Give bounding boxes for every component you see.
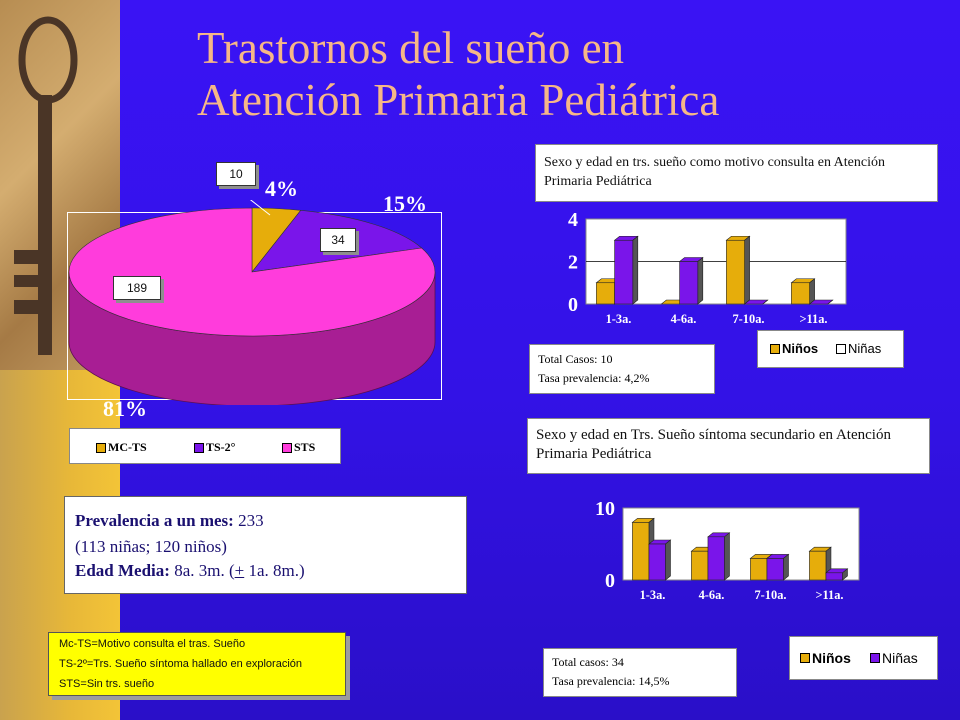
prevalence-line-3: Edad Media: 8a. 3m. (+ 1a. 8m.) [75,561,305,581]
bar-side [665,539,671,581]
legend-label: Niños [812,650,851,666]
chart1-rate: Tasa prevalencia: 4,2% [538,371,650,385]
pie-callout-ts2: 34 [320,228,356,252]
page-title: Trastornos del sueño en Atención Primari… [197,22,719,126]
chart2-legend-ninos: Niños [800,650,851,666]
mean-age-sd: 1a. 8m.) [244,561,305,580]
y-tick-label: 0 [605,570,615,592]
note-line: TS-2º=Trs. Sueño síntoma hallado en expl… [59,658,302,670]
note-line: STS=Sin trs. sueño [59,678,155,690]
bar-side [697,256,704,305]
chart2-legend: Niños Niñas [789,636,938,680]
legend-label: Niñas [848,341,882,356]
x-tick-label: 4-6a. [671,312,697,326]
bar-side [783,553,789,581]
legend-swatch [194,442,204,453]
bar-niñas [766,558,784,581]
x-tick-label: 4-6a. [699,588,725,602]
prevalence-label: Prevalencia a un mes: [75,511,234,530]
chart2-legend-ninas: Niñas [870,650,918,666]
chart1-legend: Niños Niñas [757,330,904,368]
bar-niños [750,558,768,581]
y-tick-label: 2 [568,252,578,274]
chart1-legend-ninos: Niños [770,341,818,356]
bar-side [724,532,730,581]
legend-label: STS [294,440,316,454]
x-tick-label: 1-3a. [606,312,632,326]
prevalence-value: 233 [233,511,264,530]
pie-callout-sts: 189 [113,276,161,300]
chart1-legend-ninas: Niñas [836,341,881,356]
bar-niñas [707,536,725,581]
bar-side [809,278,815,305]
x-tick-label: 7-10a. [754,588,786,602]
plus-minus: + [234,561,245,580]
title-line-2: Atención Primaria Pediátrica [197,75,720,125]
legend-item-sts: STS [282,440,315,455]
pie-slice-sts [68,207,436,337]
bar-niños [809,550,827,581]
bar-side [762,299,768,305]
legend-label: Niños [782,341,819,356]
bar-niñas [648,543,666,581]
bar-niños [726,239,745,305]
pie-leader-line [249,200,271,216]
legend-swatch [870,653,880,663]
y-tick-label: 0 [568,294,578,316]
bar-chart-1: 0 2 4 1-3a. 4-6a. 7-10a. >11a. [568,209,847,326]
legend-swatch [836,343,846,354]
chart1-total: Total Casos: 10 [538,352,613,366]
chart2-title-box: Sexo y edad en Trs. Sueño síntoma secund… [527,418,930,474]
legend-swatch [770,343,780,354]
pie-pct-sts: 81% [103,396,147,421]
x-tick-label: >11a. [815,588,843,602]
bar-side [827,299,833,305]
bar-niños [632,522,650,581]
pie-callout-mc: 10 [216,162,256,186]
chart1-title: Sexo y edad en trs. sueño como motivo co… [544,155,885,189]
bar-niños [596,282,615,305]
x-tick-label: 1-3a. [640,588,666,602]
legend-label: MC-TS [108,440,147,454]
y-tick-label: 4 [568,209,578,231]
legend-swatch [96,442,106,453]
chart1-title-box: Sexo y edad en trs. sueño como motivo co… [535,144,938,202]
key-icon [14,16,78,355]
legend-label: Niñas [882,650,918,666]
bar-chart-2: 0 10 1-3a. 4-6a. 7-10a. >11a. [595,498,860,602]
legend-label: TS-2° [206,440,236,454]
pie-pct-ts2: 15% [383,191,427,216]
x-tick-label: >11a. [799,312,827,326]
chart2-title: Sexo y edad en Trs. Sueño síntoma secund… [536,427,891,462]
chart1-totals-box: Total Casos: 10 Tasa prevalencia: 4,2% [529,344,715,394]
legend-swatch [282,442,292,453]
prevalence-box: Prevalencia a un mes: 233 (113 niñas; 12… [64,496,467,594]
mean-age-value: 8a. 3m. ( [169,561,235,580]
x-tick-label: 7-10a. [732,312,764,326]
bar-niños [691,550,709,581]
bar-niñas [679,261,699,305]
prevalence-line-2: (113 niñas; 120 niños) [75,537,227,556]
chart2-total: Total casos: 34 [552,655,624,669]
legend-item-mc: MC-TS [96,440,147,455]
prevalence-line-1: Prevalencia a un mes: 233 [75,511,264,531]
legend-item-ts2: TS-2° [194,440,235,455]
bar-niños [791,282,810,305]
bar-side [632,235,639,305]
chart2-totals-box: Total casos: 34 Tasa prevalencia: 14,5% [543,648,737,697]
pie-legend: MC-TS TS-2° STS [69,428,341,464]
legend-swatch [800,653,810,663]
pie-pct-mc: 4% [265,176,298,201]
bar-side [744,235,750,305]
pie-chart [68,200,436,405]
chart2-rate: Tasa prevalencia: 14,5% [552,674,670,688]
y-tick-label: 10 [595,498,615,520]
bar-niñas [825,572,843,581]
title-line-1: Trastornos del sueño en [197,23,625,73]
bar-niñas [614,239,634,305]
abbreviations-note: Mc-TS=Motivo consulta el tras. Sueño TS-… [48,632,346,696]
mean-age-label: Edad Media: [75,561,170,580]
note-line: Mc-TS=Motivo consulta el tras. Sueño [59,638,246,650]
